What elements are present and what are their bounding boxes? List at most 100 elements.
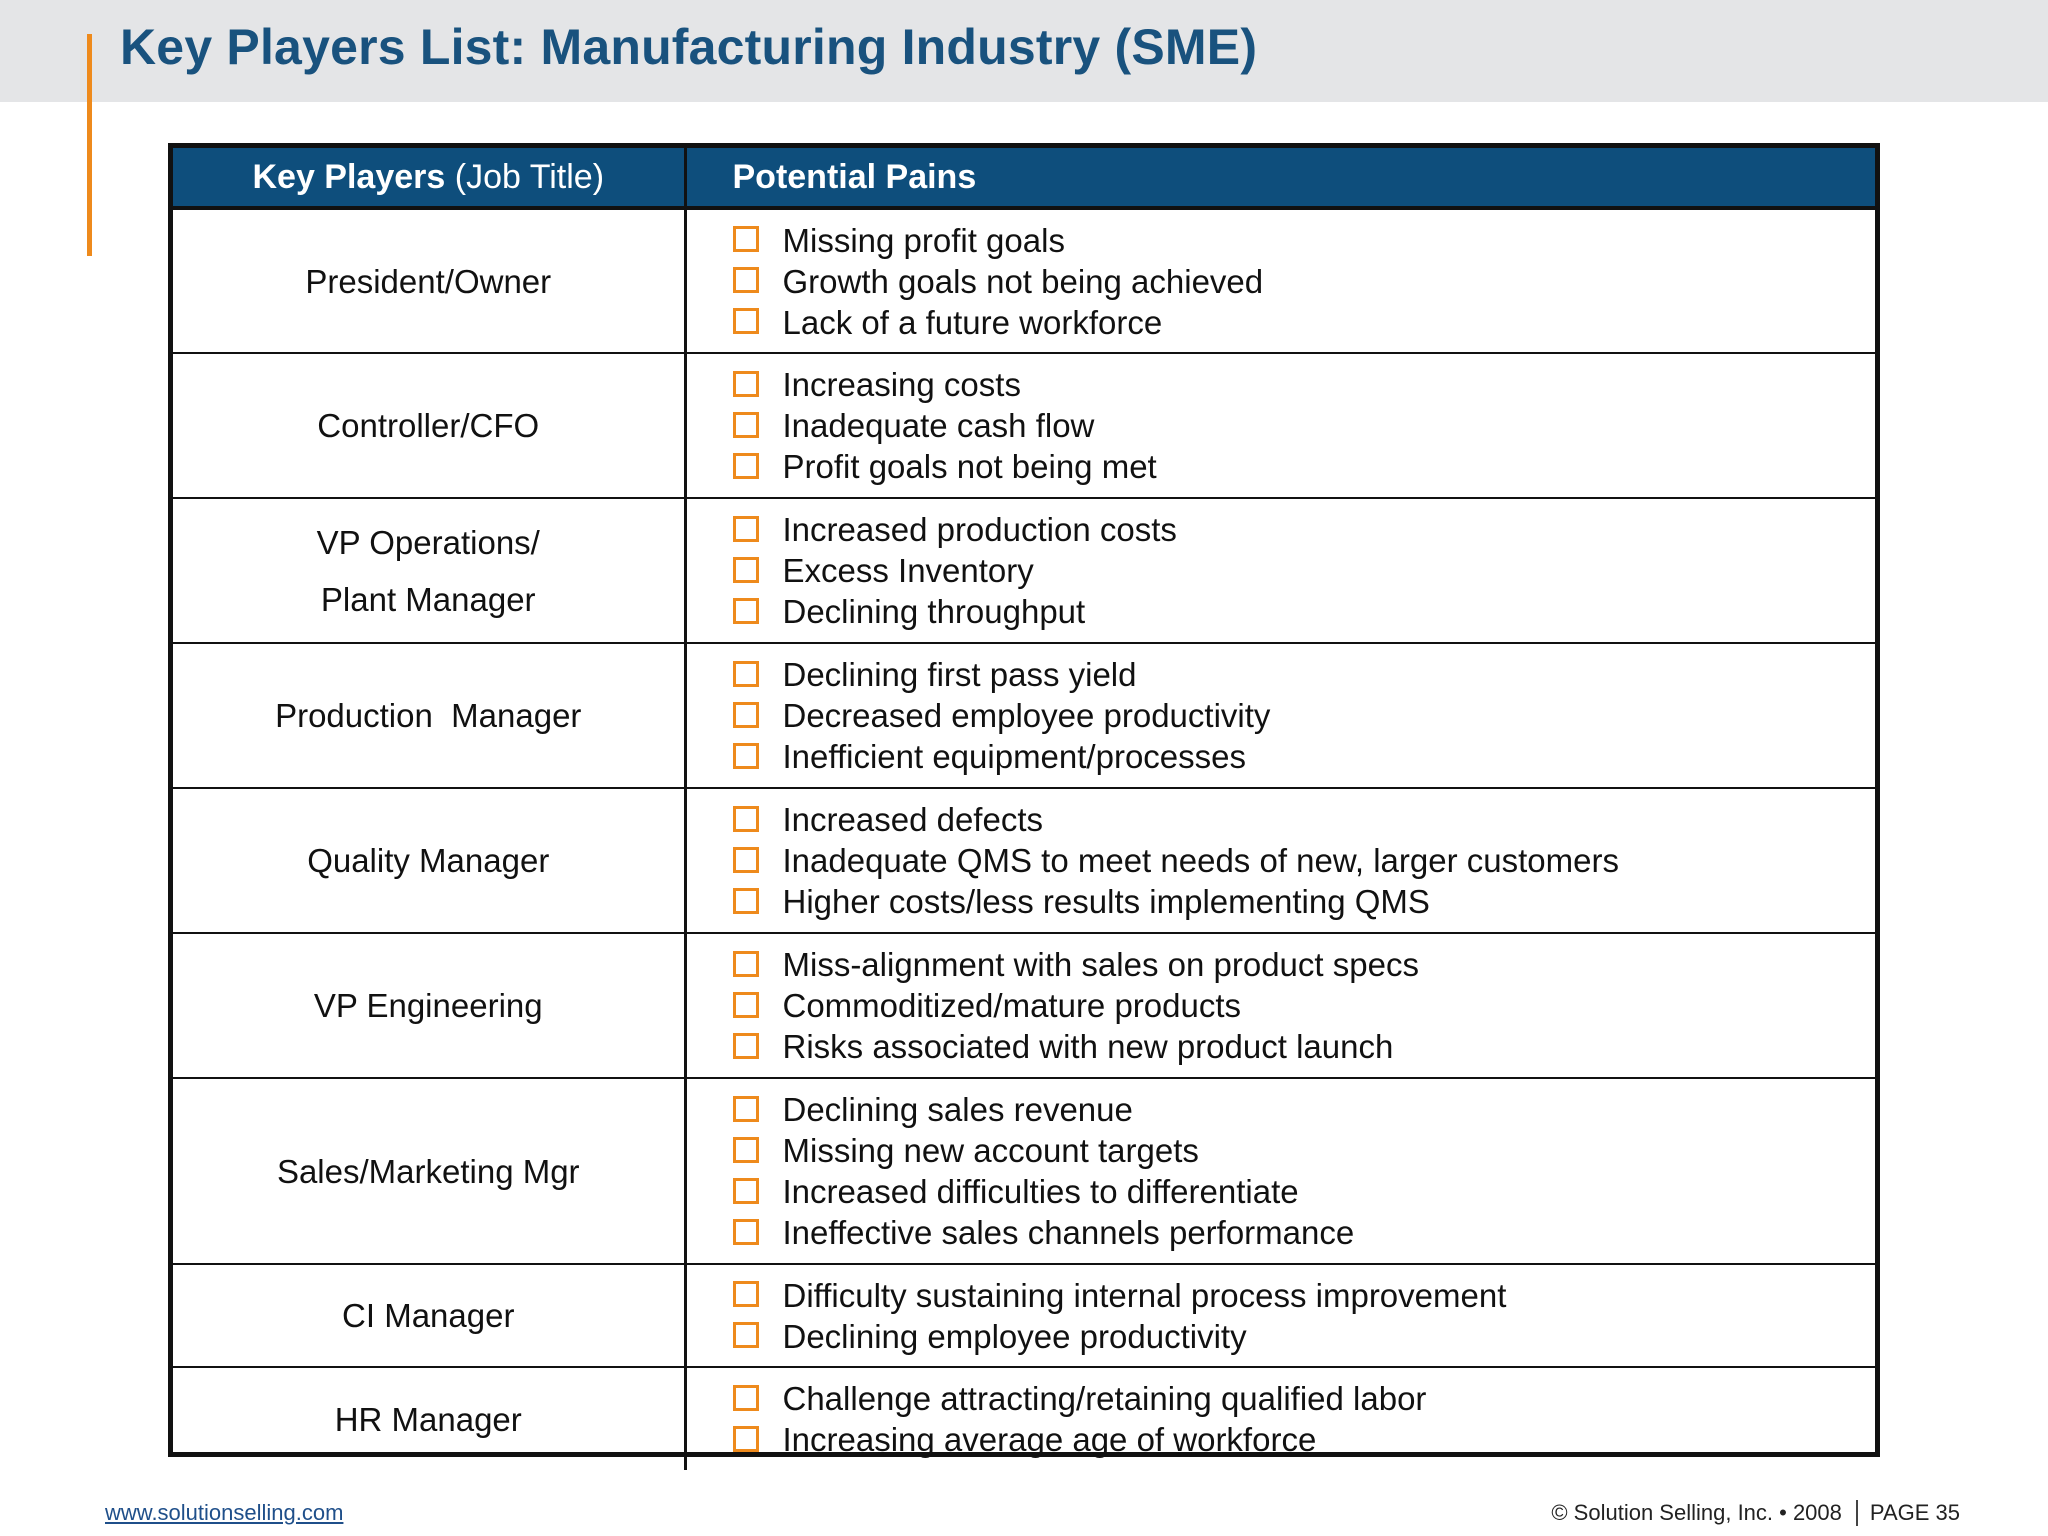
- footer-right: © Solution Selling, Inc. • 2008 PAGE 35: [1551, 1500, 1960, 1526]
- pain-text: Declining sales revenue: [782, 1091, 1133, 1128]
- checkbox-icon[interactable]: [732, 742, 759, 769]
- key-player-cell: Production Manager: [173, 642, 687, 788]
- checkbox-icon[interactable]: [732, 370, 759, 397]
- footer-copyright: © Solution Selling, Inc. • 2008: [1551, 1500, 1842, 1525]
- pain-text: Missing profit goals: [782, 221, 1065, 259]
- checkbox-icon[interactable]: [732, 515, 759, 542]
- checkbox-icon[interactable]: [732, 452, 759, 479]
- checkbox-icon[interactable]: [732, 226, 759, 252]
- checkbox-icon[interactable]: [732, 1425, 759, 1452]
- pain-text: Higher costs/less results implementing Q…: [782, 883, 1430, 920]
- table-row: VP Engineering Miss-alignment with sales …: [173, 932, 1876, 1078]
- checkbox-icon[interactable]: [732, 556, 759, 583]
- key-player-title: HR Manager: [334, 1400, 522, 1438]
- pain-item: Miss-alignment with sales on product spe…: [732, 944, 1876, 985]
- checkbox-icon[interactable]: [732, 1322, 759, 1348]
- checkbox-icon[interactable]: [732, 597, 759, 624]
- potential-pains-cell: Declining sales revenue Missing new accou…: [685, 1077, 1876, 1264]
- checkbox-icon[interactable]: [732, 1095, 759, 1122]
- potential-pains-cell: Missing profit goals Growth goals not bei…: [685, 207, 1876, 353]
- pains-list: Increased defects Inadequate QMS to meet …: [732, 799, 1876, 922]
- checkbox-icon[interactable]: [732, 267, 759, 293]
- pain-item: Inefficient equipment/processes: [732, 736, 1876, 777]
- pain-item: Increased defects: [732, 799, 1876, 840]
- pain-item: Challenge attracting/retaining qualified…: [732, 1378, 1876, 1419]
- pain-text: Increased defects: [782, 801, 1044, 838]
- key-player-cell: Controller/CFO: [173, 352, 687, 498]
- footer-separator: [1855, 1500, 1858, 1526]
- pain-text: Commoditized/mature products: [782, 987, 1242, 1024]
- checkbox-icon[interactable]: [732, 1218, 759, 1245]
- pain-item: Higher costs/less results implementing Q…: [732, 881, 1876, 922]
- pain-text: Inadequate QMS to meet needs of new, lar…: [782, 842, 1619, 879]
- table-row: CI Manager Difficulty sustaining internal…: [173, 1263, 1876, 1367]
- potential-pains-cell: Increasing costs Inadequate cash flow Prof…: [685, 352, 1876, 498]
- header-key-players: Key Players (Job Title): [173, 148, 687, 210]
- checkbox-icon[interactable]: [732, 991, 759, 1018]
- pain-text: Risks associated with new product launch: [782, 1028, 1394, 1065]
- pain-text: Inadequate cash flow: [782, 407, 1095, 444]
- pain-item: Declining first pass yield: [732, 654, 1876, 695]
- pain-text: Declining throughput: [782, 593, 1086, 630]
- key-player-cell: Quality Manager: [173, 787, 687, 933]
- checkbox-icon[interactable]: [732, 950, 759, 977]
- pain-item: Excess Inventory: [732, 550, 1876, 591]
- pain-text: Ineffective sales channels performance: [782, 1214, 1355, 1251]
- table-row: Production Manager Declining first pass y…: [173, 642, 1876, 788]
- header-potential-pains: Potential Pains: [685, 148, 1875, 210]
- checkbox-icon[interactable]: [732, 1281, 759, 1307]
- potential-pains-cell: Miss-alignment with sales on product spe…: [685, 932, 1876, 1078]
- pains-list: Difficulty sustaining internal process i…: [732, 1275, 1876, 1357]
- checkbox-icon[interactable]: [732, 701, 759, 728]
- pains-list: Increasing costs Inadequate cash flow Prof…: [732, 364, 1876, 487]
- key-player-cell: VP Engineering: [173, 932, 687, 1078]
- footer-page-number: PAGE 35: [1869, 1500, 1960, 1525]
- pain-item: Missing new account targets: [732, 1130, 1876, 1171]
- table-row: Controller/CFO Increasing costs Inadequate…: [173, 352, 1876, 498]
- pain-text: Growth goals not being achieved: [782, 262, 1264, 300]
- table-row: Quality Manager Increased defects Inadequa…: [173, 787, 1876, 933]
- pain-text: Missing new account targets: [782, 1132, 1199, 1169]
- key-player-title: VP Engineering: [313, 987, 543, 1024]
- checkbox-icon[interactable]: [732, 1177, 759, 1204]
- checkbox-icon[interactable]: [732, 308, 759, 334]
- pain-item: Increased difficulties to differentiate: [732, 1171, 1876, 1212]
- checkbox-icon[interactable]: [732, 1136, 759, 1163]
- footer-website-link[interactable]: www.solutionselling.com: [105, 1500, 344, 1525]
- pain-text: Miss-alignment with sales on product spe…: [782, 946, 1419, 983]
- checkbox-icon[interactable]: [732, 846, 759, 873]
- accent-line: [87, 34, 92, 256]
- checkbox-icon[interactable]: [732, 411, 759, 438]
- checkbox-icon[interactable]: [732, 1384, 759, 1411]
- pain-item: Increased production costs: [732, 509, 1876, 550]
- pain-text: Inefficient equipment/processes: [782, 738, 1247, 775]
- page-title: Key Players List: Manufacturing Industry…: [120, 19, 1258, 75]
- pain-item: Declining employee productivity: [732, 1316, 1876, 1357]
- pains-list: Declining sales revenue Missing new accou…: [732, 1089, 1876, 1253]
- key-player-title: President/Owner: [305, 262, 552, 300]
- key-player-title: Controller/CFO: [317, 407, 540, 444]
- pain-text: Decreased employee productivity: [782, 697, 1271, 734]
- checkbox-icon[interactable]: [732, 887, 759, 914]
- checkbox-icon[interactable]: [732, 805, 759, 832]
- title-bar: [0, 0, 2048, 102]
- potential-pains-cell: Increased production costs Excess Invento…: [685, 497, 1876, 643]
- pains-list: Declining first pass yield Decreased empl…: [732, 654, 1876, 777]
- pain-text: Challenge attracting/retaining qualified…: [782, 1380, 1427, 1417]
- pains-list: Miss-alignment with sales on product spe…: [732, 944, 1876, 1067]
- pain-text: Increasing costs: [782, 366, 1021, 403]
- pain-item: Ineffective sales channels performance: [732, 1212, 1876, 1253]
- key-player-cell: HR Manager: [173, 1366, 687, 1470]
- header-key-players-bold: Key Players: [252, 157, 446, 196]
- pain-text: Difficulty sustaining internal process i…: [782, 1276, 1507, 1314]
- checkbox-icon[interactable]: [732, 1032, 759, 1059]
- table-row: Sales/Marketing Mgr Declining sales reven…: [173, 1077, 1876, 1264]
- potential-pains-cell: Declining first pass yield Decreased empl…: [685, 642, 1876, 788]
- pain-item: Inadequate cash flow: [732, 405, 1876, 446]
- pain-item: Lack of a future workforce: [732, 302, 1876, 343]
- pain-item: Increasing costs: [732, 364, 1876, 405]
- checkbox-icon[interactable]: [732, 660, 759, 687]
- pain-text: Increased difficulties to differentiate: [782, 1173, 1299, 1210]
- pain-item: Growth goals not being achieved: [732, 261, 1876, 302]
- potential-pains-cell: Increased defects Inadequate QMS to meet …: [685, 787, 1876, 933]
